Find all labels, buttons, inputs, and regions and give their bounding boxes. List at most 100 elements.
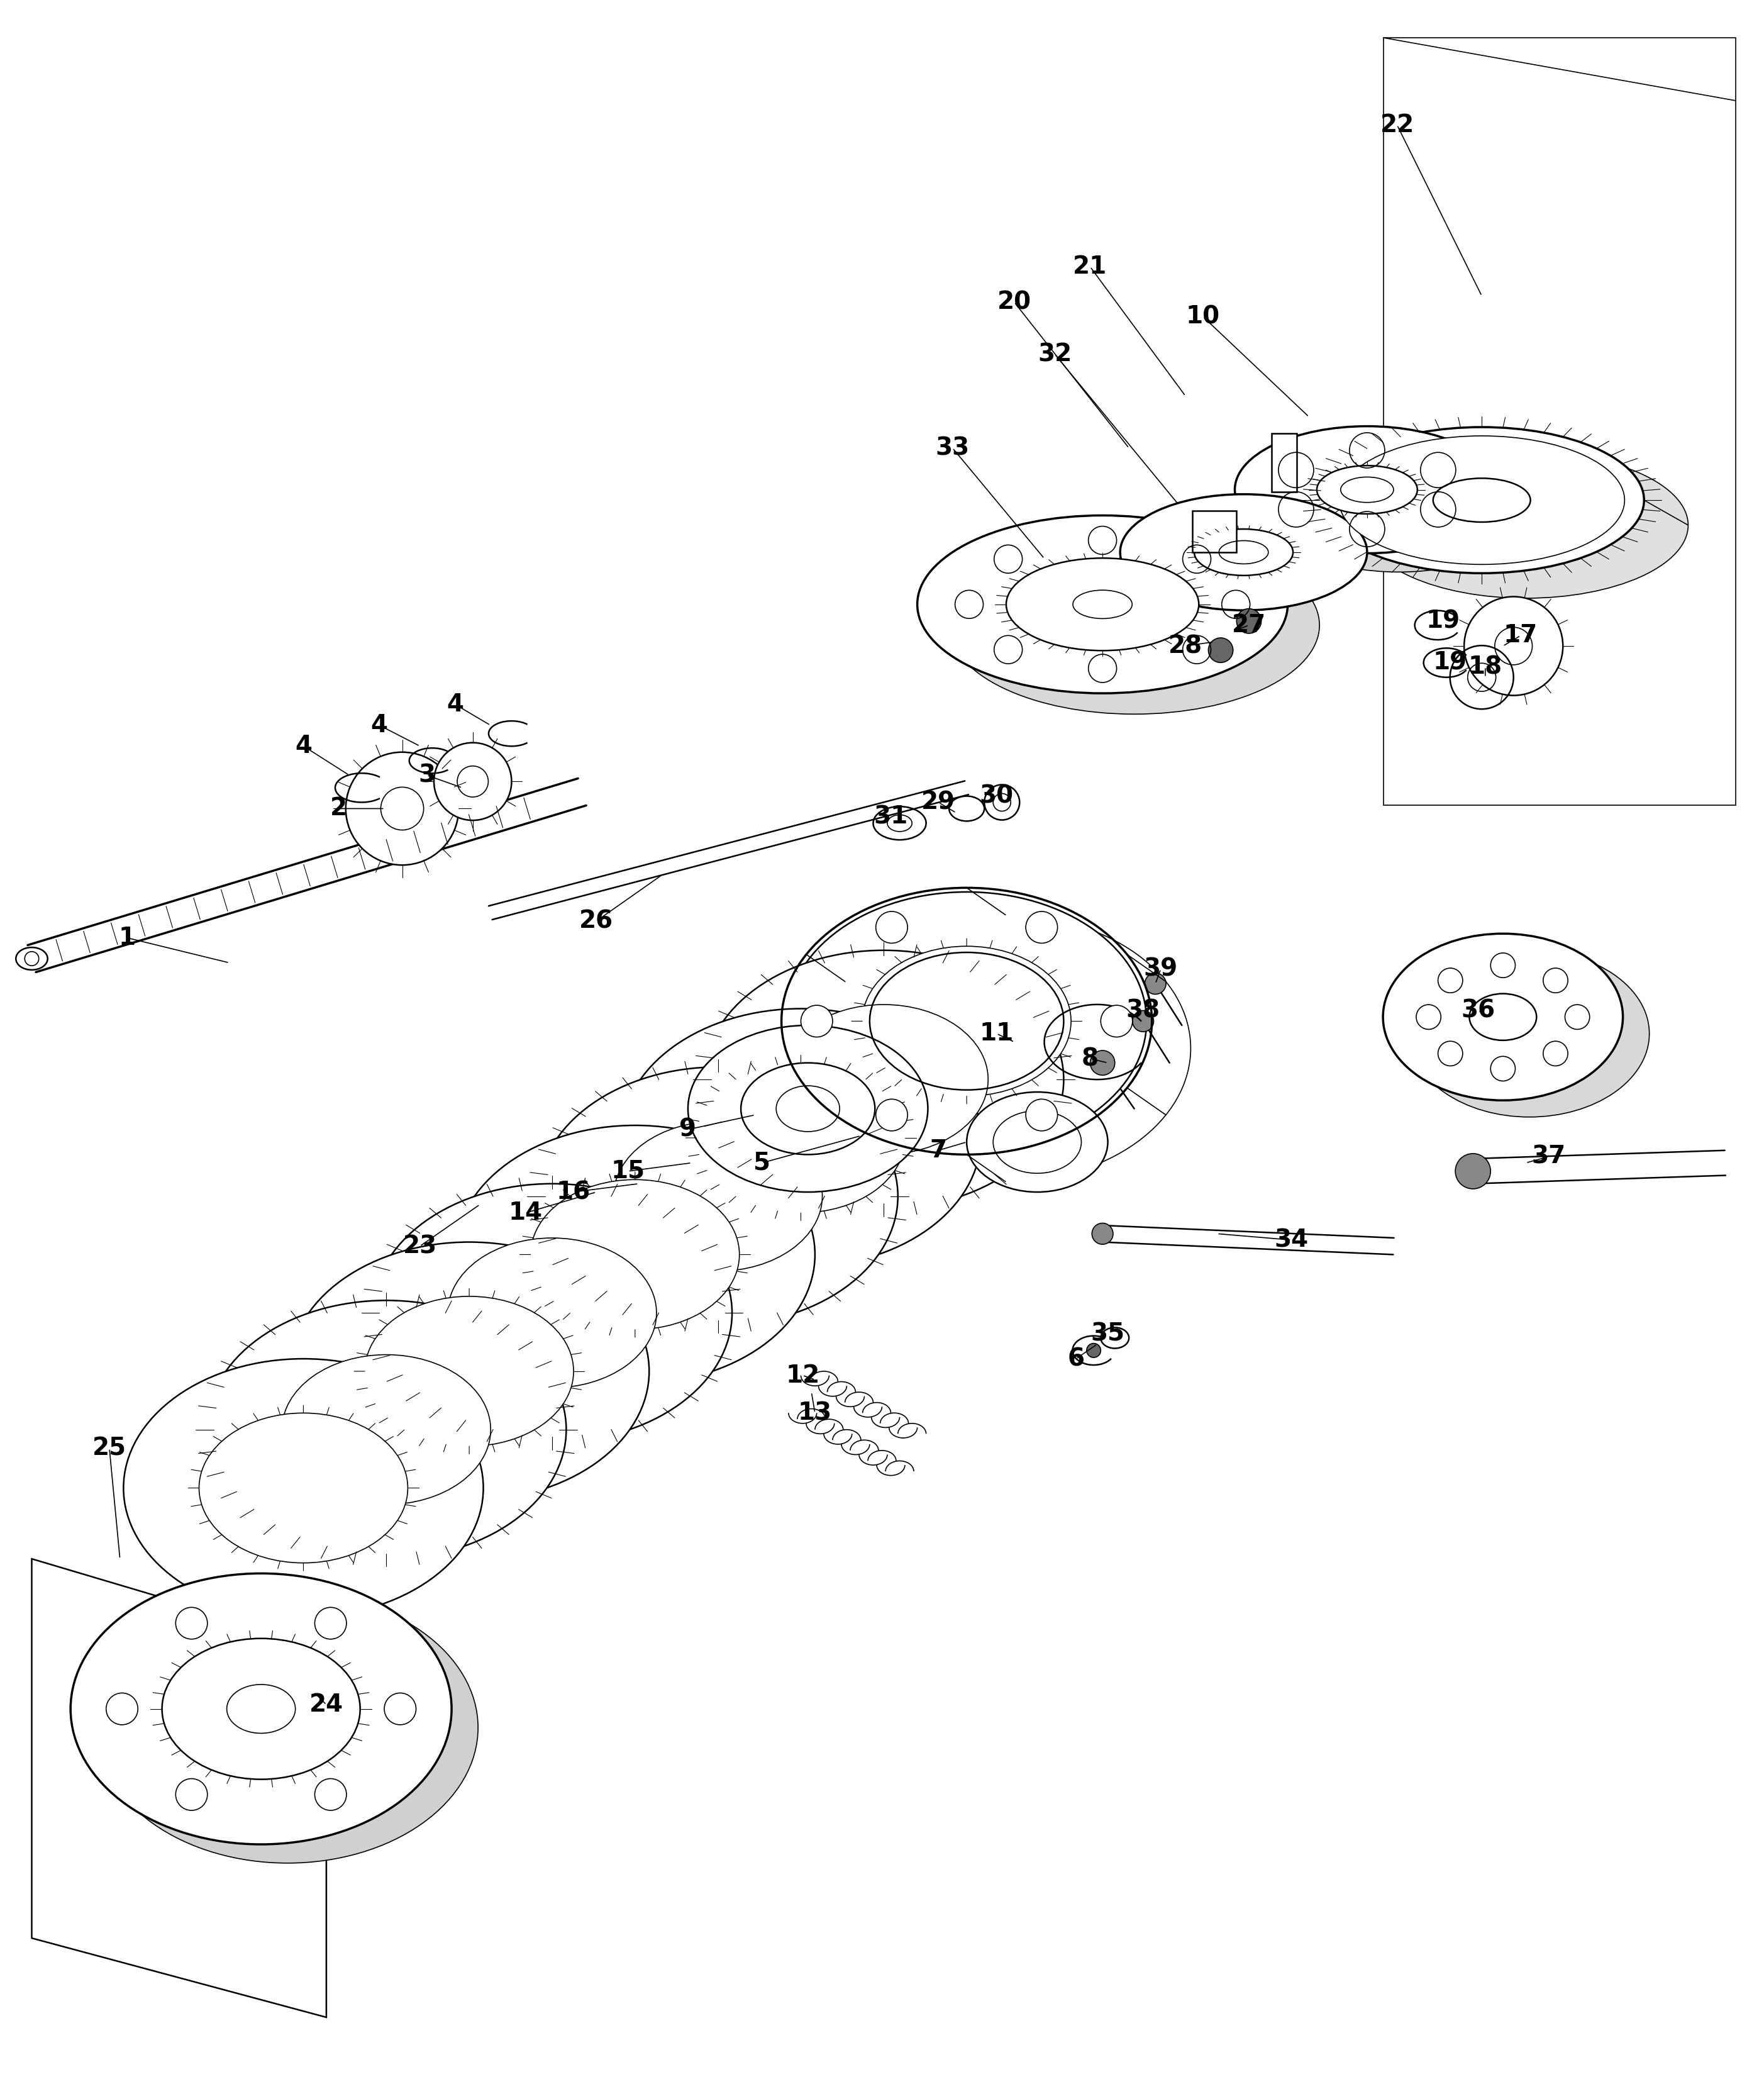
- Ellipse shape: [531, 1180, 739, 1330]
- Ellipse shape: [16, 948, 48, 969]
- Text: 14: 14: [508, 1200, 543, 1225]
- Text: 31: 31: [873, 804, 908, 829]
- Ellipse shape: [455, 1125, 815, 1384]
- Text: 6: 6: [1067, 1346, 1085, 1371]
- Text: 4: 4: [446, 692, 464, 717]
- Ellipse shape: [614, 1121, 822, 1271]
- Ellipse shape: [1319, 427, 1644, 573]
- Text: 34: 34: [1274, 1227, 1309, 1252]
- Text: 19: 19: [1425, 609, 1461, 634]
- Circle shape: [1208, 638, 1233, 663]
- FancyBboxPatch shape: [1192, 511, 1237, 552]
- Ellipse shape: [1235, 427, 1499, 552]
- Ellipse shape: [199, 1413, 407, 1563]
- Circle shape: [434, 742, 512, 821]
- Ellipse shape: [538, 1067, 898, 1325]
- Text: 4: 4: [295, 734, 312, 759]
- Ellipse shape: [1364, 452, 1688, 598]
- Text: 17: 17: [1503, 623, 1538, 648]
- Circle shape: [1237, 609, 1261, 634]
- Ellipse shape: [949, 536, 1319, 715]
- Ellipse shape: [1409, 950, 1649, 1117]
- Text: 19: 19: [1432, 650, 1468, 675]
- Text: 22: 22: [1379, 113, 1415, 138]
- Circle shape: [1455, 1155, 1491, 1188]
- Text: 29: 29: [921, 790, 956, 815]
- Ellipse shape: [97, 1592, 478, 1863]
- Ellipse shape: [688, 1025, 928, 1192]
- Ellipse shape: [917, 515, 1288, 694]
- Circle shape: [1092, 1223, 1113, 1244]
- Ellipse shape: [448, 1238, 656, 1388]
- Ellipse shape: [1383, 934, 1623, 1100]
- Text: 11: 11: [979, 1021, 1014, 1046]
- Ellipse shape: [1316, 465, 1418, 515]
- Circle shape: [1027, 911, 1058, 944]
- Ellipse shape: [780, 1004, 988, 1155]
- Circle shape: [1101, 1004, 1132, 1038]
- Circle shape: [1464, 596, 1563, 696]
- Text: 1: 1: [118, 925, 136, 950]
- Circle shape: [1145, 973, 1166, 994]
- Ellipse shape: [787, 892, 1147, 1150]
- Text: 37: 37: [1531, 1144, 1566, 1169]
- Text: 15: 15: [610, 1159, 646, 1184]
- Ellipse shape: [949, 796, 984, 821]
- Text: 39: 39: [1143, 957, 1178, 982]
- Ellipse shape: [372, 1184, 732, 1442]
- Text: 3: 3: [418, 763, 436, 788]
- Circle shape: [1090, 1050, 1115, 1075]
- Text: 30: 30: [979, 784, 1014, 809]
- Text: 8: 8: [1081, 1046, 1099, 1071]
- Text: 25: 25: [92, 1436, 127, 1461]
- Ellipse shape: [206, 1300, 566, 1559]
- Ellipse shape: [71, 1573, 452, 1844]
- Text: 38: 38: [1125, 998, 1161, 1023]
- Ellipse shape: [863, 946, 1071, 1096]
- Ellipse shape: [967, 1092, 1108, 1192]
- Ellipse shape: [704, 950, 1064, 1209]
- Ellipse shape: [1339, 436, 1625, 565]
- Ellipse shape: [289, 1242, 649, 1500]
- Text: 4: 4: [370, 713, 388, 738]
- Text: 7: 7: [930, 1138, 947, 1163]
- Ellipse shape: [282, 1355, 490, 1505]
- Ellipse shape: [1194, 529, 1293, 575]
- Text: 32: 32: [1037, 342, 1073, 367]
- Ellipse shape: [365, 1296, 573, 1446]
- Text: 18: 18: [1468, 654, 1503, 679]
- Circle shape: [877, 911, 907, 944]
- Ellipse shape: [1005, 559, 1200, 650]
- Circle shape: [1027, 1098, 1058, 1132]
- Text: 12: 12: [785, 1363, 820, 1388]
- Ellipse shape: [993, 1111, 1081, 1173]
- Text: 5: 5: [753, 1150, 771, 1175]
- Ellipse shape: [1120, 494, 1367, 611]
- Ellipse shape: [1469, 994, 1536, 1040]
- Text: 27: 27: [1231, 613, 1267, 638]
- Text: 21: 21: [1073, 254, 1108, 279]
- Text: 36: 36: [1461, 998, 1496, 1023]
- Ellipse shape: [1101, 1328, 1129, 1348]
- FancyBboxPatch shape: [1272, 433, 1297, 492]
- Text: 33: 33: [935, 436, 970, 461]
- Text: 16: 16: [556, 1180, 591, 1205]
- Circle shape: [1132, 1011, 1154, 1032]
- Text: 20: 20: [997, 290, 1032, 315]
- Text: 23: 23: [402, 1234, 437, 1259]
- Text: 10: 10: [1185, 304, 1221, 329]
- Text: 24: 24: [309, 1692, 344, 1717]
- Ellipse shape: [741, 1063, 875, 1155]
- Text: 13: 13: [797, 1400, 833, 1425]
- Circle shape: [801, 1004, 833, 1038]
- Circle shape: [1087, 1344, 1101, 1357]
- Text: 26: 26: [579, 909, 614, 934]
- Text: 28: 28: [1168, 634, 1203, 659]
- Circle shape: [877, 1098, 908, 1132]
- Ellipse shape: [621, 1009, 981, 1267]
- Circle shape: [346, 752, 459, 865]
- Text: 2: 2: [330, 796, 348, 821]
- Text: 9: 9: [679, 1117, 697, 1142]
- Ellipse shape: [162, 1638, 360, 1780]
- Ellipse shape: [1267, 446, 1531, 571]
